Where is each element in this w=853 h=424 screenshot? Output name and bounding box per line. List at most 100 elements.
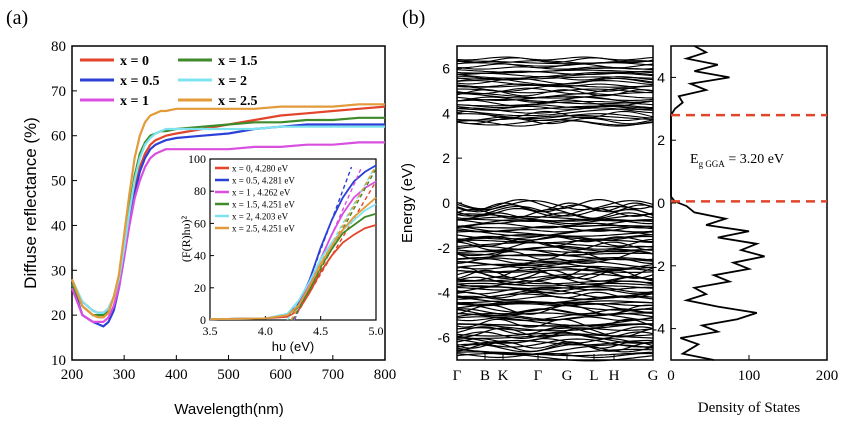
dos-x-tick-label: 200 [816,368,839,384]
valence-band-line [456,331,654,340]
tauc-fit-line-4 [286,166,376,321]
reflectance-y-tick-label: 20 [51,308,66,324]
reflectance-legend: x = 0 x = 0.5 x = 1 x = 1.5 x = 2 x = 2.5 [80,54,257,109]
dos-x-tick-label: 100 [738,368,761,384]
valence-band-line [456,276,654,282]
band-kpoint-label: B [480,368,490,384]
tauc-series-line-4 [209,203,377,321]
tauc-x-tick-label: 5.0 [369,324,384,338]
dos-chart: 0 100 200 -4 -2 0 2 4 Density of States Eg GGA … [653,45,839,416]
conduction-band-line [456,83,654,88]
dos-curve [670,45,765,361]
conduction-band-line [456,77,654,85]
band-kpoint-label: G [648,368,659,384]
band-kpoint-label: G [562,368,573,384]
bandgap-annotation-subscript: g GGA [699,159,726,169]
reflectance-y-tick-label: 30 [51,263,66,279]
valence-band-line [456,341,654,349]
reflectance-y-tick-label: 70 [51,84,66,100]
valence-band-line [456,288,654,295]
valence-band-line [456,229,654,240]
valence-band-line [456,343,654,353]
band-kpoint-label: Γ [453,368,462,384]
band-y-tick-label: 4 [442,105,450,121]
tauc-inset-chart: 3.5 4.0 4.5 5.0 0 20 40 60 80 100 hυ (eV) (F(R)hυ… [179,152,384,354]
tauc-x-tick-label: 4.0 [258,324,273,338]
valence-band-line [456,351,654,357]
valence-band-line [456,316,654,326]
reflectance-series-line-3 [71,116,385,317]
reflectance-x-tick-label: 300 [113,367,136,383]
valence-band-line [456,285,654,290]
conduction-band-line [456,120,654,127]
valence-band-line [456,239,654,244]
conduction-band-line [456,116,654,122]
band-y-tick-label: -6 [438,330,451,346]
conduction-band-line [457,93,653,99]
conduction-band-line [456,56,654,61]
valence-band-line [456,245,654,250]
reflectance-y-tick-label: 80 [51,39,66,55]
valence-band-line [456,262,654,270]
tauc-y-tick-label: 40 [194,249,206,263]
band-y-tick-label: 2 [442,150,450,166]
tauc-y-tick-label: 0 [200,313,206,327]
tauc-y-tick-label: 60 [194,216,206,230]
dos-y-tick-label: 0 [657,195,665,211]
dos-y-tick-label: 2 [657,132,665,148]
valence-band-line [456,212,654,220]
dos-y-tick-label: -4 [653,321,666,337]
reflectance-y-tick-label: 50 [51,174,66,190]
tauc-y-axis-label: (F(R)hυ)² [179,215,193,262]
valence-band-line [456,286,654,291]
valence-band-line [456,334,654,340]
band-y-tick-label: -2 [438,240,451,256]
reflectance-legend-label: x = 0.5 [120,74,159,89]
reflectance-x-tick-label: 700 [322,367,345,383]
valence-band-line [456,246,654,253]
panel-label-a: (a) [6,7,28,29]
conduction-band-line [457,104,654,109]
band-kpoint-label: H [609,368,620,384]
dos-axis-ticks: 0 100 200 -4 -2 0 2 4 [653,69,839,384]
valence-band-line [456,337,654,344]
tauc-x-tick-label: 3.5 [203,324,218,338]
band-y-tick-label: 0 [442,195,450,211]
conduction-band-line [456,57,654,64]
reflectance-legend-label: x = 0 [120,54,149,69]
valence-band-line [456,242,654,248]
valence-band-line [456,257,654,262]
valence-band-line [456,219,654,228]
conduction-band-line [456,96,654,103]
reflectance-x-tick-label: 800 [374,367,397,383]
reflectance-y-axis-label: Diffuse reflectance (%) [21,117,40,289]
tauc-fit-line-3 [292,168,377,321]
valence-band-line [456,326,654,335]
valence-band-line [456,269,654,280]
valence-band-line [456,286,654,293]
reflectance-x-tick-label: 500 [217,367,240,383]
reflectance-series-line-4 [71,125,385,314]
valence-band-line [456,339,654,346]
reflectance-y-tick-label: 40 [51,218,66,234]
tauc-legend-label: x = 2.5, 4.251 eV [232,224,295,234]
tauc-axis-ticks: 3.5 4.0 4.5 5.0 0 20 40 60 80 100 [188,152,384,338]
tauc-x-axis-label: hυ (eV) [272,339,315,354]
band-lines [456,56,654,362]
valence-band-line [456,236,653,243]
valence-band-line [456,199,654,211]
reflectance-legend-label: x = 1 [120,94,149,109]
tauc-fit-line-0 [292,181,377,321]
tauc-legend: x = 0, 4.280 eV x = 0.5, 4.281 eV x = 1 , … [215,164,295,234]
band-y-tick-label: -4 [438,285,451,301]
dos-y-tick-label: 4 [657,69,665,85]
valence-band-line [456,208,654,220]
tauc-series-line-5 [209,196,377,321]
tauc-legend-label: x = 1.5, 4.251 eV [232,200,295,210]
conduction-band-line [456,76,654,81]
valence-band-line [456,318,654,328]
